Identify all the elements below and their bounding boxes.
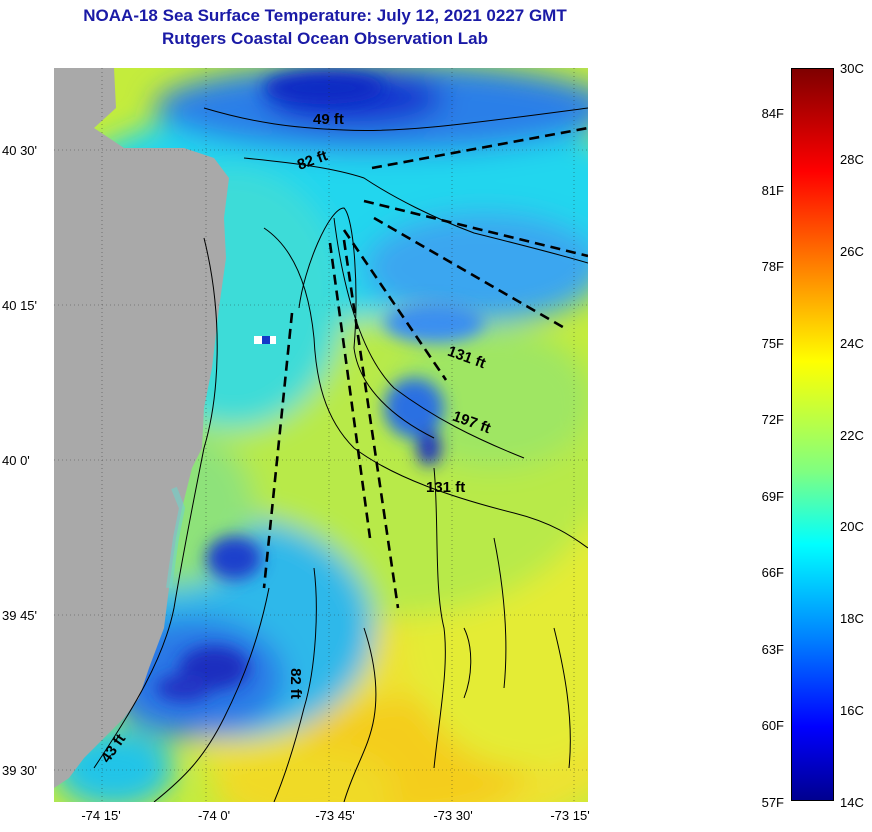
colorbar-celsius-label: 30C bbox=[840, 61, 864, 76]
colorbar-fahrenheit-label: 69F bbox=[761, 489, 784, 504]
colorbar-fahrenheit-label: 66F bbox=[761, 565, 784, 580]
longitude-label: -73 30' bbox=[433, 808, 473, 823]
longitude-label: -73 15' bbox=[550, 808, 590, 823]
depth-label: 49 ft bbox=[313, 111, 344, 128]
colorbar-celsius-label: 24C bbox=[840, 336, 864, 351]
colorbar-fahrenheit-label: 60F bbox=[761, 718, 784, 733]
latitude-label: 39 30' bbox=[2, 763, 38, 778]
colorbar-celsius-label: 18C bbox=[840, 611, 864, 626]
colorbar-fahrenheit-label: 72F bbox=[761, 412, 784, 427]
sst-map bbox=[54, 68, 588, 802]
longitude-label: -74 15' bbox=[81, 808, 121, 823]
longitude-label: -74 0' bbox=[197, 808, 231, 823]
colorbar-celsius-label: 26C bbox=[840, 244, 864, 259]
colorbar-celsius-label: 16C bbox=[840, 703, 864, 718]
map-title: NOAA-18 Sea Surface Temperature: July 12… bbox=[83, 6, 567, 25]
latitude-label: 40 15' bbox=[2, 298, 38, 313]
depth-label: 131 ft bbox=[426, 479, 466, 496]
longitude-label: -73 45' bbox=[315, 808, 355, 823]
latitude-label: 40 0' bbox=[2, 453, 30, 468]
colorbar-celsius-label: 28C bbox=[840, 152, 864, 167]
colorbar-fahrenheit-label: 75F bbox=[761, 336, 784, 351]
latitude-label: 39 45' bbox=[2, 608, 38, 623]
temperature-colorbar bbox=[791, 68, 834, 801]
colorbar-fahrenheit-label: 63F bbox=[761, 642, 784, 657]
colorbar-fahrenheit-label: 81F bbox=[761, 183, 784, 198]
colorbar-fahrenheit-label: 78F bbox=[761, 259, 784, 274]
map-subtitle: Rutgers Coastal Ocean Observation Lab bbox=[162, 29, 488, 48]
colorbar-fahrenheit-label: 84F bbox=[761, 106, 784, 121]
colorbar-celsius-label: 22C bbox=[840, 428, 864, 443]
latitude-label: 40 30' bbox=[2, 143, 38, 158]
depth-label: 82 ft bbox=[286, 668, 304, 699]
colorbar-fahrenheit-label: 57F bbox=[761, 795, 784, 810]
colorbar-celsius-label: 20C bbox=[840, 519, 864, 534]
colorbar-celsius-label: 14C bbox=[840, 795, 864, 810]
